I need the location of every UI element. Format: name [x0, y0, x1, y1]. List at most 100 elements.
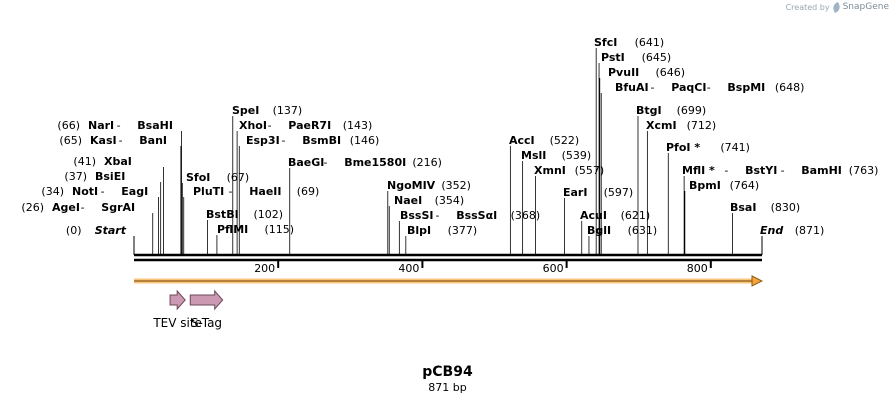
site-enzyme-name: AgeI: [52, 201, 80, 214]
restriction-site: BsaI (830): [730, 201, 800, 255]
restriction-site: Esp3I - BsmBI (146): [238, 134, 380, 255]
ruler-tick-label: 200: [254, 262, 275, 275]
site-position: (146): [350, 134, 380, 147]
site-enzyme-name: PstI: [601, 51, 625, 64]
restriction-site: XcmI (712): [646, 119, 716, 255]
site-position: (712): [687, 119, 717, 132]
site-position: (557): [575, 164, 605, 177]
site-position: (648): [775, 81, 805, 94]
ruler-tick-label: 800: [687, 262, 708, 275]
site-position: (741): [720, 141, 750, 154]
site-separator: -: [781, 164, 785, 177]
site-position: (641): [635, 36, 665, 49]
feature-label: S-Tag: [191, 316, 222, 330]
restriction-site: PflMI (115): [216, 223, 295, 255]
feature-arrow: [189, 289, 224, 311]
restriction-site: EarI (597): [563, 186, 633, 255]
site-enzyme-name: AcuI: [580, 209, 607, 222]
site-enzyme-name: BsiEI: [95, 170, 125, 183]
restriction-site: PvuII (646): [599, 66, 685, 255]
site-enzyme-name: EagI: [121, 185, 148, 198]
site-enzyme-name: BpmI: [689, 179, 721, 192]
restriction-site: (66) NarI - BsaHI: [57, 119, 182, 255]
site-position: (66): [57, 119, 80, 132]
site-enzyme-name: NotI: [72, 185, 98, 198]
plasmid-size: 871 bp: [428, 381, 467, 394]
site-position: (352): [441, 179, 471, 192]
site-enzyme-name: NgoMIV: [387, 179, 436, 192]
restriction-site: AcuI (621): [580, 209, 650, 255]
site-enzyme-name: BsmBI: [302, 134, 341, 147]
restriction-site: SfcI (641): [594, 36, 664, 255]
feature-arrow: [169, 289, 186, 311]
site-position: (34): [41, 185, 64, 198]
restriction-site: MslI (539): [521, 149, 591, 255]
site-enzyme-name: XmnI: [534, 164, 566, 177]
site-position: (115): [265, 223, 295, 236]
restriction-site: PfoI * (741): [666, 141, 750, 255]
end-label: End (871): [760, 224, 824, 255]
site-separator: -: [117, 119, 121, 132]
site-enzyme-name: SpeI: [232, 104, 259, 117]
site-separator: -: [282, 134, 286, 147]
site-enzyme-name: Esp3I: [246, 134, 280, 147]
site-enzyme-name: PvuII: [608, 66, 639, 79]
end-name: Start: [95, 224, 127, 237]
feature-label: TEV site: [152, 316, 202, 330]
restriction-site: BssSI - BssSαI (368): [398, 209, 540, 255]
site-enzyme-name: PluTI: [193, 185, 224, 198]
site-enzyme-name: NaeI: [394, 194, 422, 207]
site-position: (539): [562, 149, 592, 162]
site-position: (763): [849, 164, 879, 177]
restriction-site: SfoI (67): [181, 171, 250, 255]
site-separator: -: [724, 164, 728, 177]
restriction-site: SpeI (137): [232, 104, 302, 255]
site-separator: -: [324, 156, 328, 169]
site-enzyme-name: MslI: [521, 149, 546, 162]
site-enzyme-name: Bme1580I: [344, 156, 406, 169]
site-enzyme-name: NarI: [88, 119, 114, 132]
site-enzyme-name: XhoI: [239, 119, 267, 132]
site-enzyme-name: PaeR7I: [288, 119, 331, 132]
site-enzyme-name: BssSI: [400, 209, 434, 222]
site-position: (65): [59, 134, 82, 147]
restriction-site: BpmI (764): [684, 179, 759, 255]
restriction-site: NaeI (354): [388, 194, 464, 255]
restriction-site: MflI * - BstYI - BamHI (763): [682, 164, 878, 255]
restriction-site: PstI (645): [598, 51, 672, 255]
site-separator: -: [229, 185, 233, 198]
ruler-tick-label: 400: [398, 262, 419, 275]
site-position: (67): [227, 171, 250, 184]
site-separator: -: [101, 185, 105, 198]
site-position: (621): [621, 209, 651, 222]
site-enzyme-name: PaqCI: [671, 81, 706, 94]
site-enzyme-name: AccI: [509, 134, 535, 147]
site-position: (522): [550, 134, 580, 147]
site-position: (69): [297, 185, 320, 198]
site-position: (830): [771, 201, 801, 214]
site-position: (26): [21, 201, 44, 214]
site-enzyme-name: BamHI: [801, 164, 842, 177]
plasmid-name: pCB94: [422, 364, 473, 380]
site-position: (216): [412, 156, 442, 169]
watermark-brand: SnapGene: [842, 2, 889, 12]
site-position: (102): [254, 208, 284, 221]
site-position: (645): [642, 51, 672, 64]
restriction-site: BlpI (377): [405, 224, 477, 255]
start-label: Start (0): [66, 224, 135, 255]
restriction-site: NgoMIV (352): [387, 179, 471, 255]
site-enzyme-name: HaeII: [249, 185, 281, 198]
snapgene-watermark: Created by SnapGene: [785, 1, 889, 13]
site-enzyme-name: XcmI: [646, 119, 677, 132]
site-enzyme-name: SgrAI: [101, 201, 135, 214]
restriction-site: BglI(631): [587, 224, 657, 255]
site-enzyme-name: BssSαI: [456, 209, 497, 222]
restriction-site: XmnI (557): [534, 164, 604, 255]
end-position: (871): [795, 224, 825, 237]
restriction-site: (37) BsiEI: [64, 170, 162, 255]
site-enzyme-name: BspMI: [727, 81, 765, 94]
watermark-created-by: Created by: [785, 2, 830, 12]
site-enzyme-name: XbaI: [104, 155, 132, 168]
site-position: (41): [73, 155, 96, 168]
site-enzyme-name: PfoI *: [666, 141, 700, 154]
